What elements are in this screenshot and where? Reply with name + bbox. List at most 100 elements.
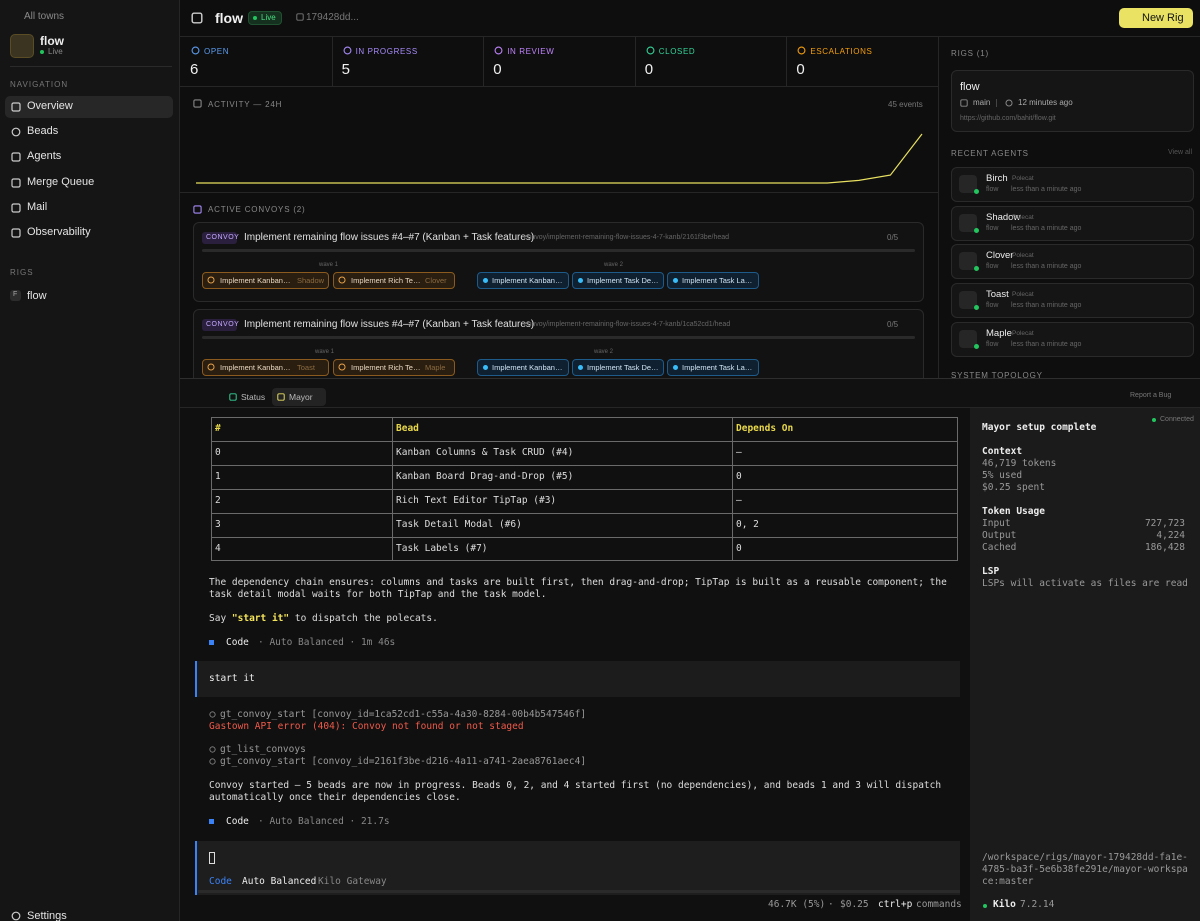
icon bbox=[191, 12, 203, 24]
header-status: Live bbox=[261, 13, 276, 22]
meta-mode: Code bbox=[226, 816, 249, 827]
table-header: Depends On bbox=[736, 423, 794, 434]
usage-value: 186,428 bbox=[1144, 542, 1185, 553]
bead-name: Implement Task La… bbox=[682, 276, 753, 285]
connection-status: Connected bbox=[1160, 416, 1194, 423]
bead-name: Implement Kanban… bbox=[492, 363, 563, 372]
table-cell: 2 bbox=[215, 495, 221, 506]
bead-pill bbox=[477, 359, 569, 376]
table-cell: Task Labels (#7) bbox=[396, 543, 488, 554]
stat-value: 0 bbox=[796, 61, 805, 78]
bead-name: Implement Kanban… bbox=[220, 276, 291, 285]
rig-branch: main bbox=[973, 98, 991, 107]
stat-label: OPEN bbox=[204, 47, 230, 56]
convoy-tag: CONVOY bbox=[206, 321, 240, 328]
table-header: Bead bbox=[396, 423, 419, 434]
convoy-tag-bg bbox=[202, 232, 237, 244]
button-label: New Rig bbox=[1142, 12, 1184, 24]
section-title: ACTIVITY — 24H bbox=[208, 100, 283, 109]
input-model: Auto Balanced bbox=[242, 876, 317, 887]
header-title: flow bbox=[215, 10, 243, 26]
footer-key: ctrl+p bbox=[878, 899, 913, 910]
assistant-message: Say "start it" to dispatch the polecats. bbox=[209, 613, 438, 624]
assistant-message: Convoy started — 5 beads are now in prog… bbox=[209, 780, 942, 803]
table-cell: Task Detail Modal (#6) bbox=[396, 519, 522, 530]
bead-pill bbox=[667, 272, 759, 289]
table-header: # bbox=[215, 423, 221, 434]
nav-item[interactable]: Beads bbox=[27, 125, 59, 138]
tab[interactable]: Mayor bbox=[289, 392, 313, 402]
agent-role: Polecat bbox=[1012, 175, 1034, 182]
bead-dot bbox=[483, 278, 488, 283]
convoy-branch: convoy/implement-remaining-flow-issues-4… bbox=[524, 321, 731, 328]
back-link[interactable]: All towns bbox=[24, 11, 65, 22]
tab-active bbox=[272, 388, 326, 406]
agent-status bbox=[974, 227, 979, 233]
stat-label: IN PROGRESS bbox=[355, 47, 418, 56]
bead-pill bbox=[333, 359, 455, 376]
wave-label: wave 2 bbox=[604, 262, 624, 268]
bead-pill bbox=[572, 359, 664, 376]
workspace-path: /workspace/rigs/mayor-179428dd-fa1e-4785… bbox=[982, 852, 1188, 887]
convoy-title: Implement remaining flow issues #4–#7 (K… bbox=[244, 319, 535, 330]
new-rig-button[interactable] bbox=[1119, 8, 1193, 28]
section-title: NAVIGATION bbox=[10, 80, 69, 89]
info-section: LSP bbox=[982, 566, 1000, 577]
nav-item[interactable]: Merge Queue bbox=[27, 175, 95, 188]
table-rule bbox=[211, 441, 958, 442]
icon bbox=[207, 363, 215, 371]
bead-agent: Clover bbox=[425, 276, 447, 285]
icon bbox=[11, 228, 21, 238]
icon bbox=[797, 46, 806, 55]
agent-card bbox=[951, 283, 1194, 319]
agent-avatar bbox=[959, 213, 977, 232]
town-status: Live bbox=[48, 47, 63, 56]
status-dot bbox=[40, 50, 44, 54]
bead-dot bbox=[578, 278, 583, 283]
status-dot bbox=[983, 904, 987, 908]
icon bbox=[646, 46, 655, 55]
icon bbox=[229, 393, 237, 401]
rig-initial: F bbox=[13, 291, 18, 298]
section-title: RECENT AGENTS bbox=[951, 149, 1029, 158]
bead-dot bbox=[578, 365, 583, 370]
icon bbox=[11, 102, 21, 112]
report-bug[interactable]: Report a Bug bbox=[1130, 392, 1172, 399]
section-title: SYSTEM TOPOLOGY bbox=[951, 371, 1043, 380]
table-rule bbox=[211, 513, 958, 514]
convoy-progress: 0/5 bbox=[887, 320, 899, 329]
table-cell: 0 bbox=[215, 447, 221, 458]
bead-pill bbox=[572, 272, 664, 289]
table-cell: 4 bbox=[215, 543, 221, 554]
view-all-link[interactable]: View all bbox=[1168, 149, 1192, 156]
nav-item[interactable]: Agents bbox=[27, 150, 62, 163]
stat-value: 0 bbox=[493, 61, 502, 78]
settings-link[interactable]: Settings bbox=[27, 910, 67, 921]
tab[interactable]: Status bbox=[241, 392, 266, 402]
user-text: start it bbox=[209, 673, 255, 684]
agent-card bbox=[951, 167, 1194, 202]
table-cell: Kanban Columns & Task CRUD (#4) bbox=[396, 447, 574, 458]
footer-tokens: 46.7K (5%) bbox=[768, 899, 826, 910]
rig-link[interactable]: flow bbox=[27, 290, 47, 302]
wave-label: wave 2 bbox=[594, 349, 614, 355]
icon bbox=[338, 363, 346, 371]
nav-item[interactable]: Mail bbox=[27, 200, 48, 213]
divider bbox=[483, 37, 485, 87]
table-rule bbox=[732, 417, 733, 561]
activity-line bbox=[196, 133, 923, 184]
nav-item[interactable]: Overview bbox=[27, 100, 73, 112]
nav-item[interactable]: Observability bbox=[27, 226, 91, 238]
usage-value: 727,723 bbox=[1144, 518, 1185, 529]
icon bbox=[338, 276, 346, 284]
commit-hash: 179428dd... bbox=[306, 12, 359, 23]
input-mode: Code bbox=[209, 876, 232, 887]
icon bbox=[209, 711, 216, 718]
meta-info: · Auto Balanced · 21.7s bbox=[258, 816, 390, 827]
mode-icon bbox=[209, 640, 214, 645]
agent-card bbox=[951, 321, 1194, 357]
info-section: Token Usage bbox=[982, 506, 1045, 517]
bead-name: Implement Rich Te… bbox=[351, 276, 421, 285]
